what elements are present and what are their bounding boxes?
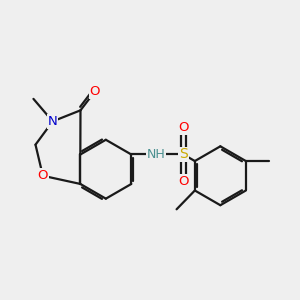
Text: N: N xyxy=(48,115,58,128)
Text: O: O xyxy=(89,85,100,98)
Text: O: O xyxy=(178,121,189,134)
Text: O: O xyxy=(178,175,189,188)
Text: NH: NH xyxy=(147,148,166,161)
Text: O: O xyxy=(38,169,48,182)
Text: S: S xyxy=(179,148,188,161)
